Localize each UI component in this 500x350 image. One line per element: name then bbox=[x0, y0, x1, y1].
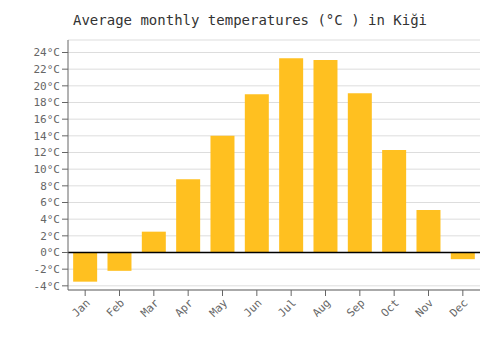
svg-text:24°C: 24°C bbox=[34, 46, 61, 59]
svg-text:-2°C: -2°C bbox=[34, 263, 61, 276]
svg-text:Jun: Jun bbox=[241, 296, 264, 319]
svg-text:2°C: 2°C bbox=[40, 230, 60, 243]
svg-text:14°C: 14°C bbox=[34, 130, 61, 143]
svg-text:20°C: 20°C bbox=[34, 80, 61, 93]
svg-text:Nov: Nov bbox=[413, 296, 437, 320]
svg-text:12°C: 12°C bbox=[34, 146, 61, 159]
svg-text:Jan: Jan bbox=[70, 296, 93, 319]
svg-text:Apr: Apr bbox=[173, 296, 197, 320]
svg-text:Feb: Feb bbox=[104, 296, 127, 319]
svg-text:4°C: 4°C bbox=[40, 213, 60, 226]
html-text:Average monthly temperatures (: Average monthly temperatures (°C ) in Ki… bbox=[73, 12, 427, 28]
svg-text:6°C: 6°C bbox=[40, 196, 60, 209]
svg-text:Sep: Sep bbox=[344, 296, 367, 319]
svg-text:0°C: 0°C bbox=[40, 246, 60, 259]
svg-text:18°C: 18°C bbox=[34, 96, 61, 109]
svg-text:-4°C: -4°C bbox=[34, 280, 61, 293]
svg-text:Mar: Mar bbox=[138, 296, 162, 320]
svg-text:8°C: 8°C bbox=[40, 180, 60, 193]
svg-text:Jul: Jul bbox=[276, 296, 299, 319]
svg-text:Aug: Aug bbox=[310, 296, 333, 319]
svg-text:Dec: Dec bbox=[447, 296, 470, 319]
svg-text:16°C: 16°C bbox=[34, 113, 61, 126]
svg-text:10°C: 10°C bbox=[34, 163, 61, 176]
svg-text:May: May bbox=[207, 296, 231, 320]
svg-text:Oct: Oct bbox=[379, 296, 402, 319]
svg-text:22°C: 22°C bbox=[34, 63, 61, 76]
